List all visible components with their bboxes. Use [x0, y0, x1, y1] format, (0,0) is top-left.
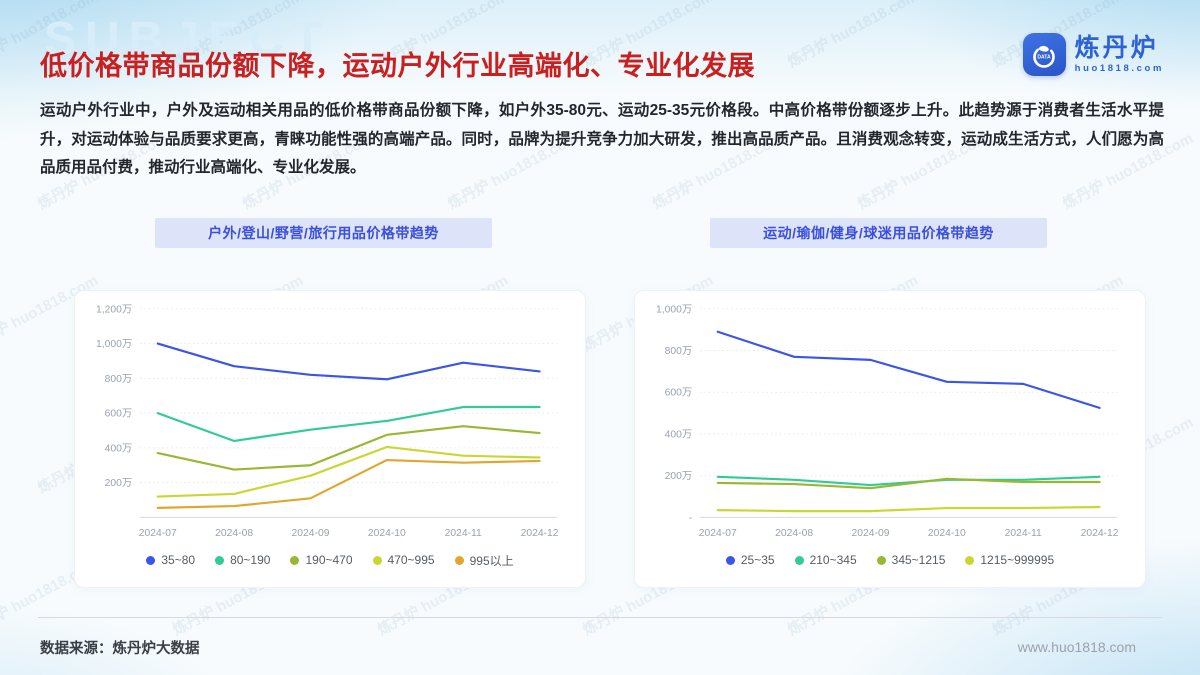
svg-text:200万: 200万: [105, 478, 133, 489]
legend-dot-icon: [454, 555, 464, 565]
legend-item: 470~995: [372, 553, 435, 567]
legend-label: 35~80: [161, 553, 196, 567]
svg-text:DATA: DATA: [1038, 54, 1052, 60]
svg-text:2024-11: 2024-11: [1005, 528, 1042, 539]
footer-divider: [38, 617, 1162, 618]
legend-label: 210~345: [809, 553, 857, 567]
legend-dot-icon: [215, 555, 225, 565]
legend-label: 1215~999995: [980, 553, 1055, 567]
legend-item: 35~80: [146, 553, 195, 567]
svg-text:600万: 600万: [665, 388, 693, 399]
legend-label: 470~995: [387, 553, 435, 567]
legend-item: 80~190: [215, 553, 270, 567]
legend-item: 25~35: [725, 553, 775, 567]
svg-text:200万: 200万: [665, 471, 693, 482]
sports-price-band-line-chart: - 200万 400万 600万 800万 1,000万 2024-07 2024-08 202…: [635, 291, 1145, 543]
svg-text:2024-12: 2024-12: [521, 528, 559, 539]
chart-header-sports: 运动/瑜伽/健身/球迷用品价格带趋势: [710, 218, 1047, 248]
legend-dot-icon: [372, 555, 382, 565]
svg-text:400万: 400万: [105, 443, 133, 454]
legend-item: 1215~999995: [965, 553, 1054, 567]
legend-label: 345~1215: [891, 553, 946, 567]
svg-text:800万: 800万: [105, 374, 133, 385]
svg-text:2024-08: 2024-08: [215, 528, 253, 539]
legend-item: 345~1215: [876, 553, 946, 567]
legend-dot-icon: [146, 555, 156, 565]
data-source-text: 数据来源：炼丹炉大数据: [40, 641, 200, 657]
svg-text:2024-08: 2024-08: [775, 528, 813, 539]
svg-text:2024-11: 2024-11: [445, 528, 482, 539]
brand-logo: DATA 炼丹炉 huo1818.com: [1022, 33, 1164, 76]
legend-item: 210~345: [794, 553, 857, 567]
svg-text:2024-07: 2024-07: [139, 528, 177, 539]
sports-chart-legend: 25~35 210~345 345~1215 1215~999995: [635, 543, 1145, 577]
svg-text:2024-10: 2024-10: [368, 528, 406, 539]
svg-text:800万: 800万: [665, 346, 693, 357]
legend-label: 190~470: [305, 553, 353, 567]
svg-text:-: -: [689, 513, 692, 524]
svg-text:2024-12: 2024-12: [1081, 528, 1119, 539]
legend-label: 995以上: [469, 553, 514, 568]
outdoor-chart-legend: 35~80 80~190 190~470 470~995 995以上: [75, 543, 585, 577]
legend-dot-icon: [725, 555, 735, 565]
page-title: 低价格带商品份额下降，运动户外行业高端化、专业化发展: [40, 51, 755, 81]
legend-dot-icon: [876, 555, 886, 565]
brand-logo-text: 炼丹炉 huo1818.com: [1074, 33, 1164, 75]
svg-text:2024-10: 2024-10: [928, 528, 966, 539]
svg-text:2024-09: 2024-09: [292, 528, 330, 539]
website-text: www.huo1818.com: [1017, 639, 1136, 655]
svg-text:1,200万: 1,200万: [96, 304, 132, 315]
summary-paragraph: 运动户外行业中，户外及运动相关用品的低价格带商品份额下降，如户外35-80元、运…: [40, 102, 1164, 176]
legend-label: 80~190: [230, 553, 271, 567]
svg-text:2024-09: 2024-09: [852, 528, 890, 539]
brand-name: 炼丹炉: [1074, 33, 1159, 62]
svg-text:1,000万: 1,000万: [656, 304, 692, 315]
outdoor-price-band-chart-panel: 200万 400万 600万 800万 1,000万 1,200万 2024-07 2024-…: [74, 290, 586, 588]
furnace-swirl-icon: DATA: [1022, 33, 1066, 76]
brand-domain: huo1818.com: [1074, 63, 1164, 75]
svg-text:1,000万: 1,000万: [96, 339, 132, 350]
legend-dot-icon: [965, 555, 975, 565]
legend-item: 190~470: [290, 553, 353, 567]
outdoor-price-band-line-chart: 200万 400万 600万 800万 1,000万 1,200万 2024-07 2024-…: [75, 291, 585, 543]
legend-label: 25~35: [740, 553, 775, 567]
svg-text:400万: 400万: [665, 429, 693, 440]
legend-item: 995以上: [454, 552, 514, 569]
sports-price-band-chart-panel: - 200万 400万 600万 800万 1,000万 2024-07 2024-08 202…: [634, 290, 1146, 588]
chart-header-outdoor: 户外/登山/野营/旅行用品价格带趋势: [155, 218, 492, 248]
svg-text:600万: 600万: [105, 409, 133, 420]
legend-dot-icon: [290, 555, 300, 565]
subject-watermark-text: SUBJECT: [44, 13, 332, 66]
legend-dot-icon: [794, 555, 804, 565]
svg-text:2024-07: 2024-07: [699, 528, 737, 539]
